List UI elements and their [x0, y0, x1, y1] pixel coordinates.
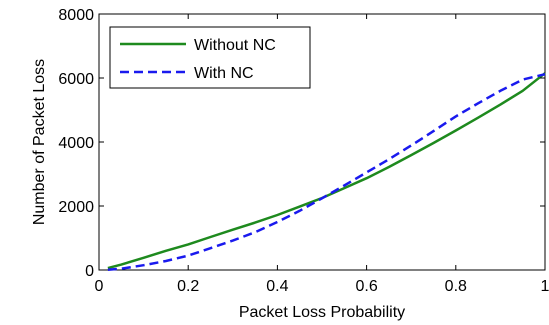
- x-tick-label: 0.2: [177, 278, 199, 295]
- series-line-with-nc: [107, 72, 546, 271]
- y-axis-ticks: 0 2000 4000 6000 8000: [58, 7, 545, 280]
- legend-box: [109, 26, 311, 89]
- legend: Without NC With NC: [109, 26, 311, 89]
- y-tick-label: 4000: [58, 135, 94, 152]
- y-tick-label: 2000: [58, 199, 94, 216]
- x-axis-ticks: 0 0.2 0.4 0.6 0.8 1: [95, 14, 549, 295]
- x-tick-label: 0.8: [445, 278, 467, 295]
- series-layer: [107, 72, 546, 271]
- x-tick-label: 1: [541, 278, 549, 295]
- x-axis-title: Packet Loss Probability: [239, 304, 405, 321]
- legend-label-without-nc: Without NC: [194, 37, 276, 54]
- x-tick-label: 0: [95, 278, 104, 295]
- legend-label-with-nc: With NC: [194, 65, 254, 82]
- y-tick-label: 8000: [58, 7, 94, 24]
- y-axis-title: Number of Packet Loss: [31, 59, 48, 225]
- x-tick-label: 0.4: [266, 278, 288, 295]
- y-tick-label: 6000: [58, 71, 94, 88]
- y-tick-label: 0: [85, 263, 94, 280]
- x-tick-label: 0.6: [355, 278, 377, 295]
